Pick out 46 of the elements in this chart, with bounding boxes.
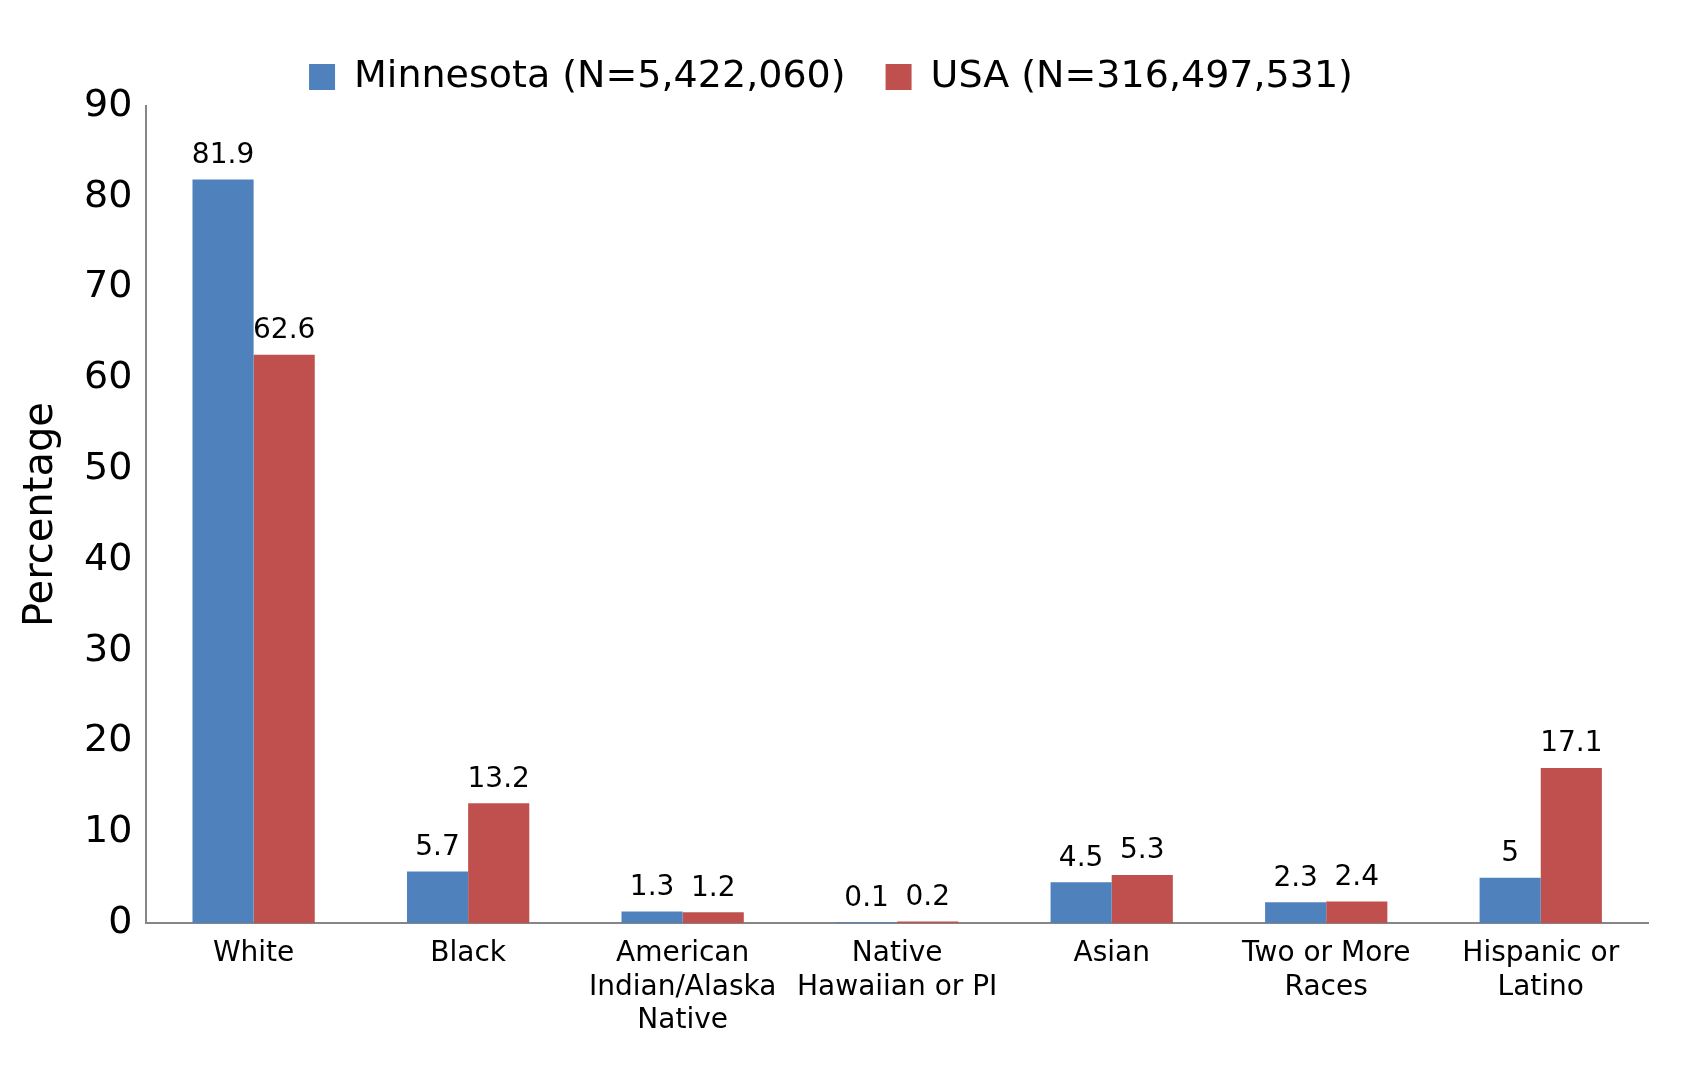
y-tick-label: 20 [83,716,133,761]
data-label: 62.6 [253,312,316,346]
data-label: 4.5 [1058,839,1104,873]
bar [192,179,254,924]
y-tick-label: 60 [83,353,133,398]
bar [468,803,530,924]
legend-label: USA (N=316,497,531) [930,51,1353,96]
y-tick-label: 90 [83,80,133,125]
x-tick-label: Asian [1073,935,1150,969]
data-label: 13.2 [467,760,530,794]
bar [407,871,469,924]
data-label: 1.2 [690,869,736,903]
x-tick-label: American Indian/Alaska Native [588,935,777,1036]
x-tick-label: Hispanic or Latino [1462,935,1620,1002]
bar [1540,767,1602,924]
bar [1479,877,1541,924]
bar [1265,902,1327,924]
legend-label: Minnesota (N=5,422,060) [354,51,846,96]
x-tick-label: Black [430,935,507,969]
y-tick-label: 10 [83,807,133,852]
data-label: 5 [1501,835,1520,869]
x-tick-label: Two or More Races [1241,935,1411,1002]
data-label: 1.3 [629,868,675,902]
y-tick-label: 50 [83,444,133,489]
bar [253,354,315,924]
data-label: 2.3 [1273,859,1318,893]
bar [621,911,683,924]
y-axis-title: Percentage [15,402,62,628]
bar [1050,882,1112,924]
data-label: 17.1 [1540,725,1603,759]
y-tick-label: 30 [83,625,133,670]
bar [1111,875,1173,924]
y-tick-label: 0 [108,898,133,943]
y-tick-label: 70 [83,262,133,307]
data-label: 2.4 [1334,858,1380,892]
data-label: 0.1 [844,879,889,913]
x-tick-label: White [212,935,295,969]
data-label: 0.2 [905,878,951,912]
x-tick-label: Native Hawaiian or PI [797,935,998,1002]
y-tick-label: 80 [83,171,133,216]
bar [682,912,744,924]
data-label: 81.9 [191,136,255,170]
y-tick-label: 40 [83,534,133,579]
data-label: 5.3 [1120,832,1165,866]
bar [1326,901,1388,924]
data-label: 5.7 [415,828,460,862]
